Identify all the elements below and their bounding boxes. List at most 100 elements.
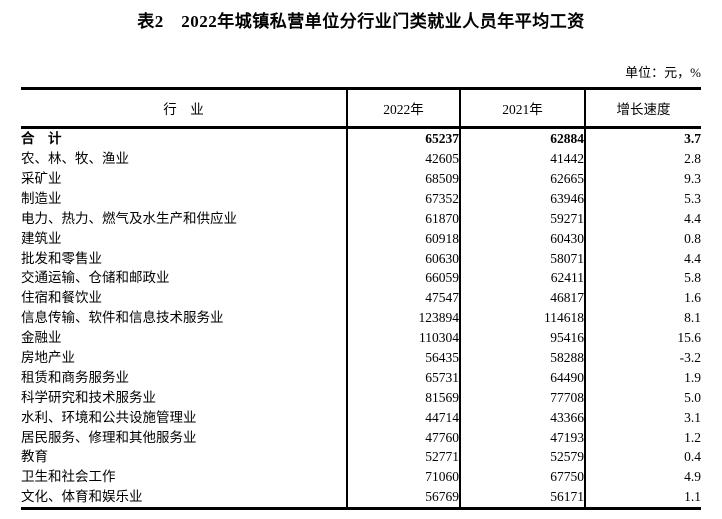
value-2021-cell: 62884 (459, 127, 585, 149)
value-2022-cell: 65237 (346, 127, 460, 149)
industry-cell: 水利、环境和公共设施管理业 (21, 409, 197, 425)
value-2021-cell: 43366 (459, 407, 585, 428)
growth-rate-cell: 3.1 (584, 407, 701, 428)
value-2021-cell: 60430 (459, 228, 585, 249)
growth-rate-cell: 0.8 (584, 228, 701, 249)
header-row: 行 业 2022年 2021年 增长速度 (21, 88, 701, 129)
industry-cell: 批发和零售业 (21, 250, 102, 266)
value-2021-cell: 56171 (459, 487, 585, 509)
value-2022-cell: 44714 (346, 407, 460, 428)
industry-cell: 合 计 (21, 131, 62, 147)
industry-cell: 制造业 (21, 190, 62, 206)
growth-rate-cell: -3.2 (584, 347, 701, 368)
col-header-growth: 增长速度 (584, 88, 701, 129)
table-row: 水利、环境和公共设施管理业 44714 43366 3.1 (21, 407, 701, 428)
industry-cell: 教育 (21, 449, 48, 465)
growth-rate-cell: 9.3 (584, 168, 701, 189)
table-row: 文化、体育和娱乐业 56769 56171 1.1 (21, 487, 701, 509)
industry-cell: 居民服务、修理和其他服务业 (21, 429, 197, 445)
value-2022-cell: 60918 (346, 228, 460, 249)
growth-rate-cell: 1.2 (584, 427, 701, 448)
industry-cell: 房地产业 (21, 349, 75, 365)
value-2022-cell: 56435 (346, 347, 460, 368)
growth-rate-cell: 1.9 (584, 367, 701, 388)
unit-label: 单位：元，% (625, 65, 701, 80)
value-2021-cell: 47193 (459, 427, 585, 448)
value-2022-cell: 47760 (346, 427, 460, 448)
table-row: 信息传输、软件和信息技术服务业 123894 114618 8.1 (21, 308, 701, 328)
value-2021-cell: 64490 (459, 367, 585, 388)
growth-rate-cell: 3.7 (584, 127, 701, 149)
table-row: 采矿业 68509 62665 9.3 (21, 168, 701, 189)
value-2021-cell: 41442 (459, 148, 585, 169)
table-title: 表2 2022年城镇私营单位分行业门类就业人员年平均工资 (137, 12, 585, 31)
table-row: 合 计 65237 62884 3.7 (21, 127, 701, 149)
value-2021-cell: 62411 (459, 268, 585, 289)
table-row: 居民服务、修理和其他服务业 47760 47193 1.2 (21, 427, 701, 448)
table-row: 住宿和餐饮业 47547 46817 1.6 (21, 288, 701, 309)
col-header-2022: 2022年 (346, 88, 460, 129)
value-2021-cell: 59271 (459, 208, 585, 229)
growth-rate-cell: 4.4 (584, 208, 701, 229)
value-2022-cell: 42605 (346, 148, 460, 169)
growth-rate-cell: 5.8 (584, 268, 701, 289)
industry-cell: 电力、热力、燃气及水生产和供应业 (21, 210, 237, 226)
industry-cell: 科学研究和技术服务业 (21, 389, 156, 405)
growth-rate-cell: 2.8 (584, 148, 701, 169)
value-2022-cell: 71060 (346, 467, 460, 488)
value-2021-cell: 46817 (459, 288, 585, 309)
table-body: 合 计 65237 62884 3.7 农、林、牧、渔业 42605 41442 2.8 采矿业… (21, 127, 701, 509)
table-row: 房地产业 56435 58288 -3.2 (21, 347, 701, 368)
table-row: 教育 52771 52579 0.4 (21, 447, 701, 468)
value-2021-cell: 58288 (459, 347, 585, 368)
value-2021-cell: 95416 (459, 327, 585, 348)
table-row: 卫生和社会工作 71060 67750 4.9 (21, 467, 701, 488)
value-2022-cell: 110304 (346, 327, 460, 348)
value-2022-cell: 56769 (346, 487, 460, 509)
growth-rate-cell: 1.1 (584, 487, 701, 509)
col-header-industry: 行 业 (21, 88, 347, 129)
industry-cell: 住宿和餐饮业 (21, 290, 102, 306)
industry-cell: 卫生和社会工作 (21, 469, 116, 485)
value-2022-cell: 81569 (346, 387, 460, 408)
growth-rate-cell: 4.9 (584, 467, 701, 488)
value-2022-cell: 52771 (346, 447, 460, 468)
value-2021-cell: 58071 (459, 248, 585, 269)
col-header-2021: 2021年 (459, 88, 585, 129)
table-row: 批发和零售业 60630 58071 4.4 (21, 248, 701, 269)
table-row: 金融业 110304 95416 15.6 (21, 327, 701, 348)
value-2022-cell: 60630 (346, 248, 460, 269)
growth-rate-cell: 5.0 (584, 387, 701, 408)
value-2021-cell: 77708 (459, 387, 585, 408)
value-2021-cell: 52579 (459, 447, 585, 468)
industry-cell: 文化、体育和娱乐业 (21, 489, 143, 505)
value-2021-cell: 114618 (459, 308, 585, 328)
wage-table: 行 业 2022年 2021年 增长速度 合 计 65237 62884 3.7 农、林… (21, 87, 701, 510)
industry-cell: 采矿业 (21, 170, 62, 186)
value-2021-cell: 62665 (459, 168, 585, 189)
value-2021-cell: 63946 (459, 188, 585, 209)
growth-rate-cell: 5.3 (584, 188, 701, 209)
value-2022-cell: 123894 (346, 308, 460, 328)
table-row: 科学研究和技术服务业 81569 77708 5.0 (21, 387, 701, 408)
table-row: 电力、热力、燃气及水生产和供应业 61870 59271 4.4 (21, 208, 701, 229)
growth-rate-cell: 8.1 (584, 308, 701, 328)
table-row: 建筑业 60918 60430 0.8 (21, 228, 701, 249)
industry-cell: 交通运输、仓储和邮政业 (21, 270, 170, 286)
value-2022-cell: 66059 (346, 268, 460, 289)
table-row: 农、林、牧、渔业 42605 41442 2.8 (21, 148, 701, 169)
growth-rate-cell: 1.6 (584, 288, 701, 309)
industry-cell: 租赁和商务服务业 (21, 369, 129, 385)
growth-rate-cell: 4.4 (584, 248, 701, 269)
industry-cell: 建筑业 (21, 230, 62, 246)
table-row: 交通运输、仓储和邮政业 66059 62411 5.8 (21, 268, 701, 289)
table-row: 租赁和商务服务业 65731 64490 1.9 (21, 367, 701, 388)
industry-cell: 农、林、牧、渔业 (21, 151, 129, 167)
growth-rate-cell: 15.6 (584, 327, 701, 348)
value-2022-cell: 67352 (346, 188, 460, 209)
industry-cell: 信息传输、软件和信息技术服务业 (21, 310, 224, 326)
value-2021-cell: 67750 (459, 467, 585, 488)
value-2022-cell: 68509 (346, 168, 460, 189)
value-2022-cell: 61870 (346, 208, 460, 229)
